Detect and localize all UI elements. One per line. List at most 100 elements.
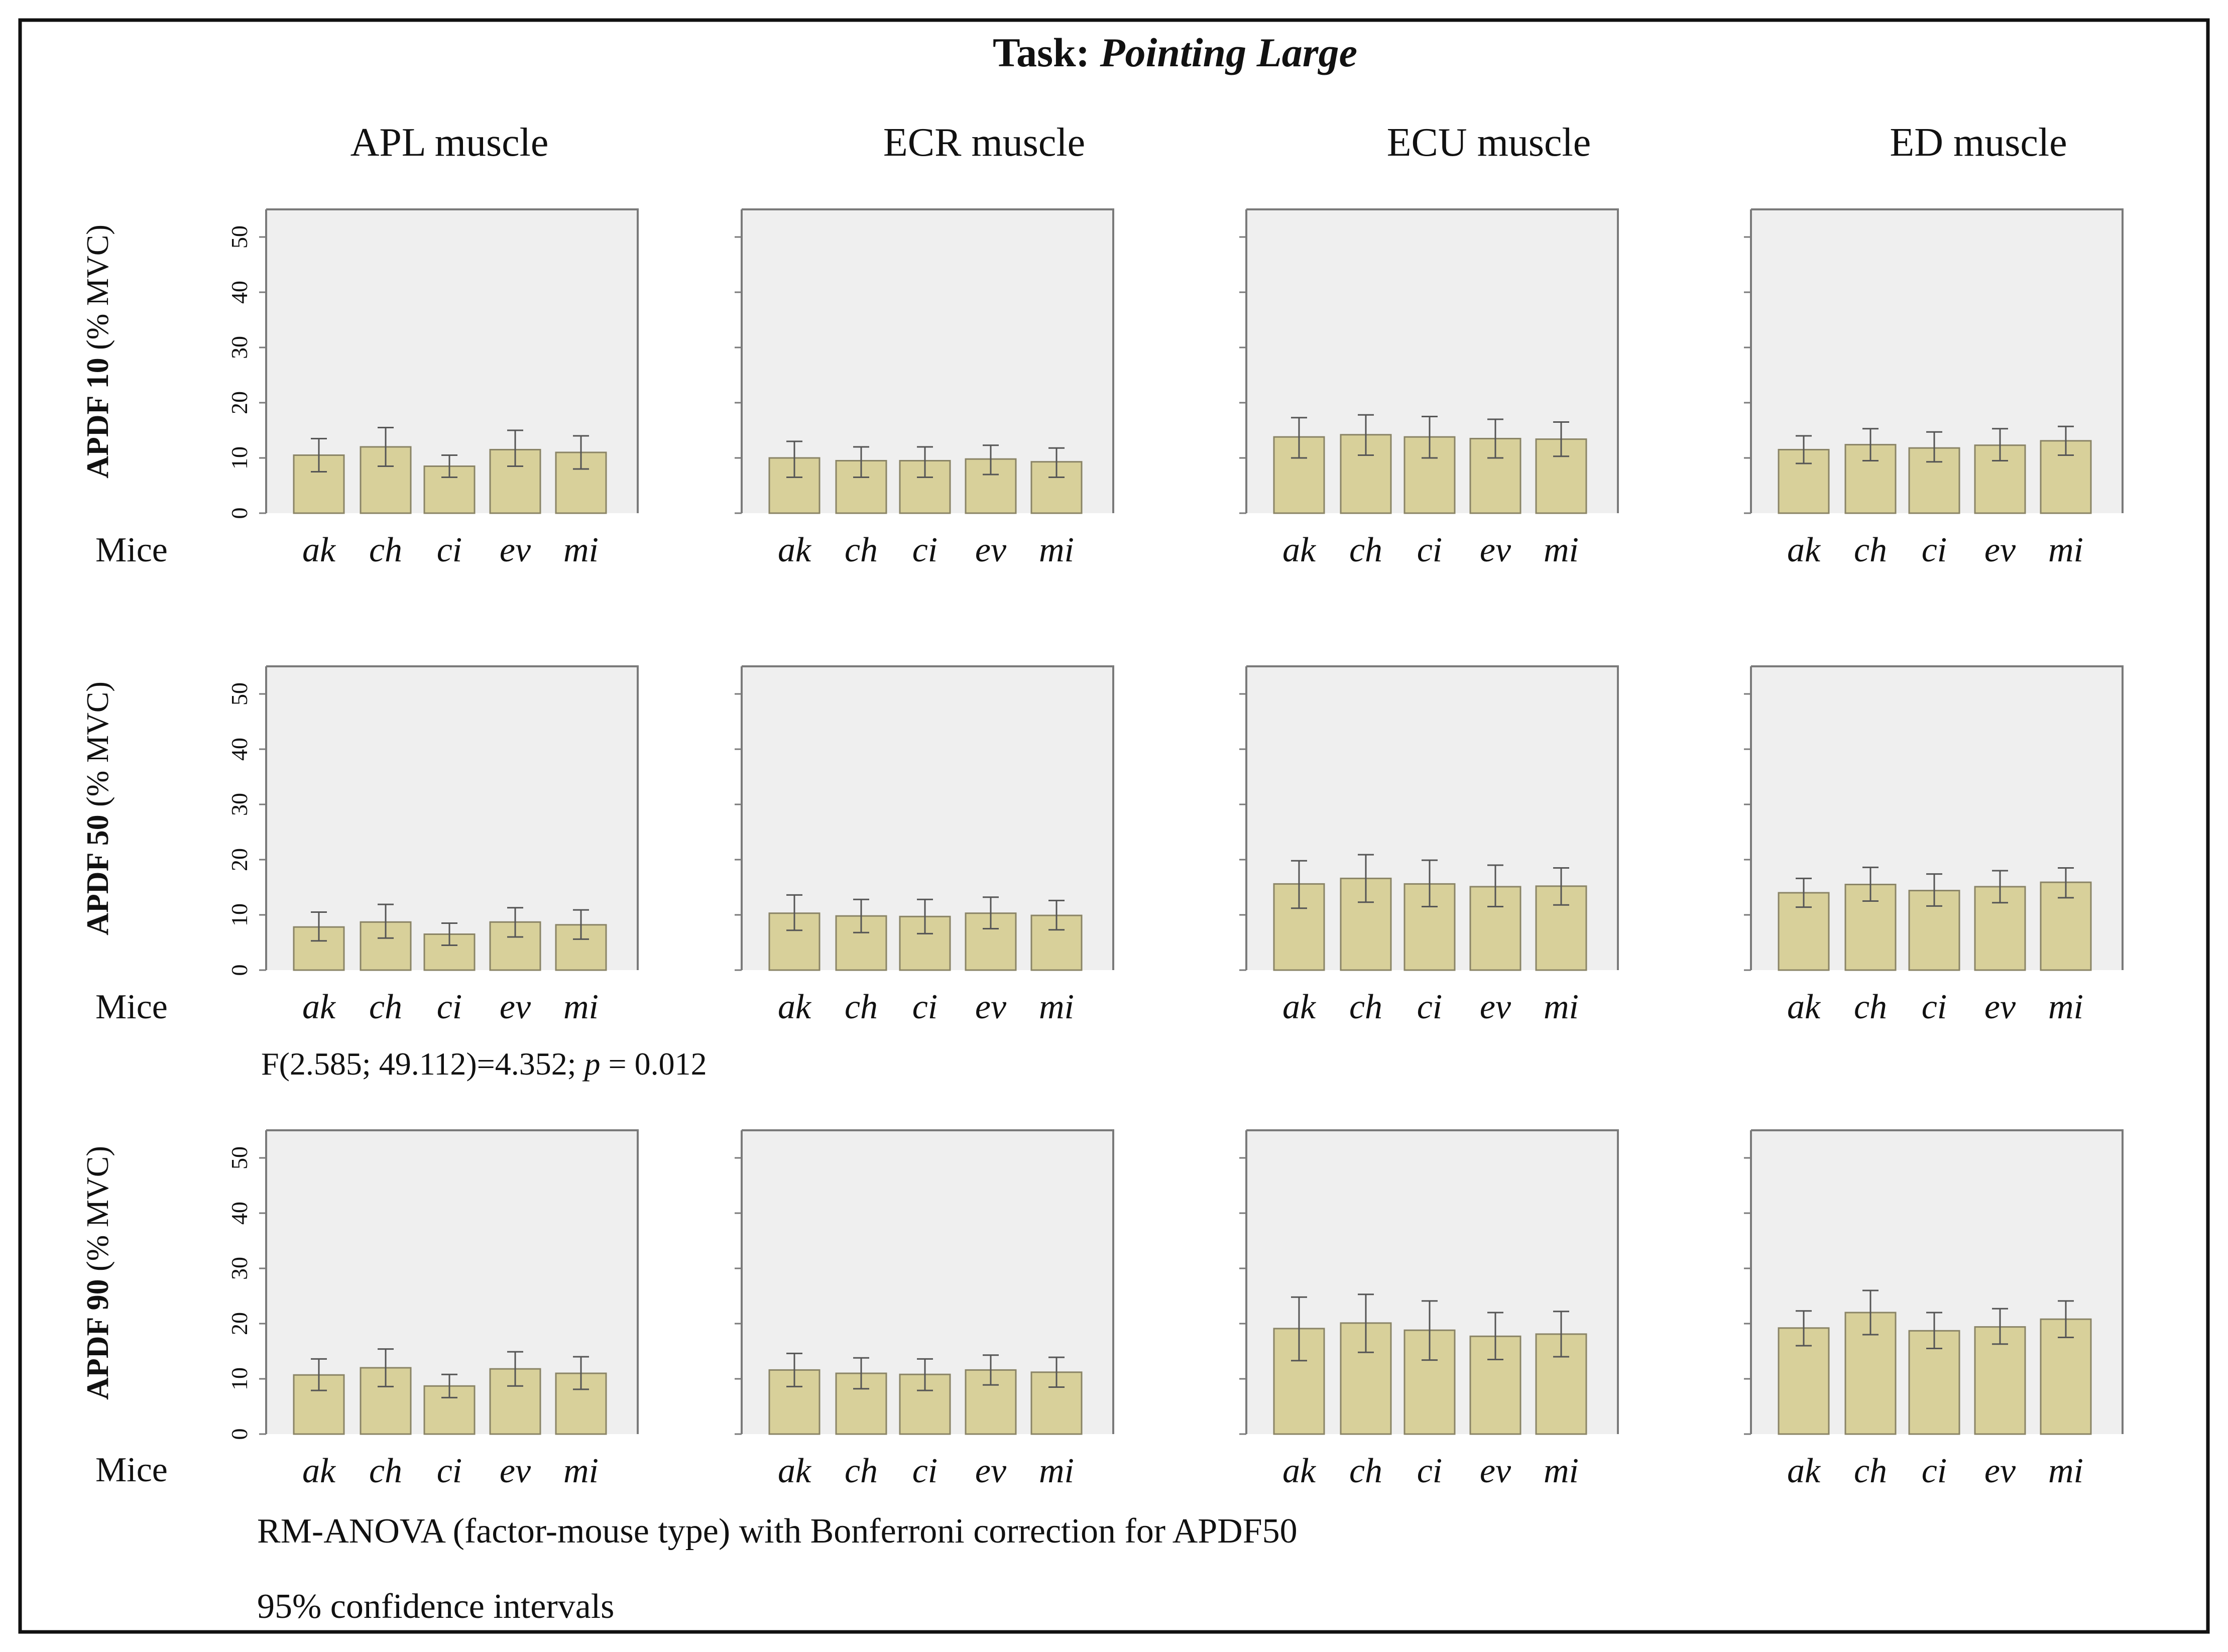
figure-title: Task: Pointing Large: [993, 30, 1357, 75]
x-tick-label-ev: ev: [975, 988, 1007, 1026]
x-tick-label-mi: mi: [2048, 988, 2083, 1026]
y-tick-label: 50: [226, 225, 252, 249]
row-title-apdf10: APDF 10 (% MVC): [81, 224, 115, 479]
panel-border: [742, 665, 1114, 970]
row-title-apdf50-bold: APDF 50: [81, 814, 115, 935]
y-tick-label: 10: [226, 446, 252, 469]
x-tick-label-ci: ci: [437, 1452, 462, 1490]
x-tick-label-ev: ev: [975, 531, 1007, 569]
x-tick-label-ci: ci: [1922, 531, 1947, 569]
x-tick-label-ci: ci: [1922, 1452, 1947, 1490]
figure-title-prefix: Task:: [993, 30, 1100, 75]
y-tick-label: 30: [226, 1257, 252, 1280]
x-tick-label-ak: ak: [778, 988, 812, 1026]
x-tick-label-ci: ci: [1417, 531, 1443, 569]
x-tick-label-mi: mi: [1544, 1452, 1579, 1490]
panel-r1-apl: 0 10 20 30 40 50 ak ch ci ev mi: [226, 208, 639, 569]
y-tick-label: 30: [226, 336, 252, 359]
panel-border: [1751, 208, 2124, 513]
x-tick-label-ci: ci: [1922, 988, 1947, 1026]
row-title-apdf50-unit: (% MVC): [81, 681, 115, 814]
panel-border: [266, 665, 639, 970]
panel-r1-ed: ak ch ci ev mi: [1744, 208, 2124, 569]
y-tick-label: 50: [226, 1146, 252, 1169]
panel-border: [742, 1129, 1114, 1434]
x-tick-label-ak: ak: [302, 988, 336, 1026]
panel-r3-apl: 0 10 20 30 40 50 ak ch ci ev mi: [226, 1129, 639, 1490]
x-tick-label-ak: ak: [1282, 988, 1317, 1026]
x-tick-label-ch: ch: [845, 1452, 878, 1490]
x-tick-label-ch: ch: [369, 1452, 402, 1490]
panel-r1-ecu: ak ch ci ev mi: [1239, 208, 1619, 569]
panel-border: [1751, 1129, 2124, 1434]
x-tick-label-ci: ci: [912, 531, 938, 569]
x-tick-label-mi: mi: [1544, 988, 1579, 1026]
panel-border: [266, 208, 639, 513]
panel-border: [1246, 1129, 1619, 1434]
x-tick-label-ak: ak: [1787, 531, 1821, 569]
x-tick-label-mi: mi: [563, 988, 599, 1026]
x-tick-label-ci: ci: [1417, 1452, 1443, 1490]
x-tick-label-ev: ev: [500, 531, 531, 569]
x-tick-label-ak: ak: [1787, 1452, 1821, 1490]
x-tick-label-ev: ev: [1480, 988, 1511, 1026]
bar-ak: [1778, 449, 1830, 514]
row-title-apdf10-bold: APDF 10: [81, 358, 115, 479]
panel-border: [1751, 665, 2124, 970]
figure-title-italic: Pointing Large: [1099, 30, 1357, 75]
x-tick-label-ch: ch: [369, 988, 402, 1026]
y-tick-label: 30: [226, 793, 252, 816]
x-tick-label-ch: ch: [1854, 531, 1887, 569]
bar-ci: [1403, 1329, 1456, 1435]
x-axis-title-row3: Mice: [95, 1451, 168, 1489]
x-tick-label-ev: ev: [1480, 531, 1511, 569]
column-title-ecr: ECR muscle: [883, 121, 1085, 165]
significance-p: p: [582, 1046, 601, 1082]
x-tick-label-mi: mi: [563, 1452, 599, 1490]
x-tick-label-mi: mi: [1039, 988, 1074, 1026]
row-title-apdf10-unit: (% MVC): [81, 224, 115, 358]
row-title-apdf90: APDF 90 (% MVC): [81, 1146, 115, 1400]
column-title-apl: APL muscle: [350, 121, 549, 165]
y-tick-label: 40: [226, 1202, 252, 1225]
bar-ak: [293, 926, 345, 971]
panel-border: [742, 208, 1114, 513]
x-tick-label-ak: ak: [1787, 988, 1821, 1026]
column-title-ed: ED muscle: [1890, 121, 2067, 165]
x-tick-label-ev: ev: [975, 1452, 1007, 1490]
bar-mi: [2040, 1318, 2092, 1435]
panel-r2-ecr: ak ch ci ev mi: [735, 665, 1114, 1026]
x-tick-label-ci: ci: [437, 531, 462, 569]
x-tick-label-ak: ak: [778, 1452, 812, 1490]
x-tick-label-ci: ci: [912, 988, 938, 1026]
x-tick-label-ev: ev: [1480, 1452, 1511, 1490]
x-tick-label-mi: mi: [1039, 531, 1074, 569]
y-tick-label: 20: [226, 848, 252, 871]
x-axis-title-row2: Mice: [95, 988, 168, 1026]
footnote-ci: 95% confidence intervals: [257, 1587, 614, 1626]
row-title-apdf90-unit: (% MVC): [81, 1146, 115, 1279]
x-tick-label-ch: ch: [845, 531, 878, 569]
y-tick-label: 20: [226, 1312, 252, 1335]
x-tick-label-ch: ch: [1854, 1452, 1887, 1490]
x-tick-label-mi: mi: [2048, 531, 2083, 569]
x-tick-label-ch: ch: [845, 988, 878, 1026]
panel-border: [1246, 208, 1619, 513]
significance-stat: F(2.585; 49.112)=4.352;: [261, 1046, 584, 1082]
x-tick-label-ev: ev: [500, 988, 531, 1026]
x-tick-label-mi: mi: [1039, 1452, 1074, 1490]
x-tick-label-ch: ch: [369, 531, 402, 569]
x-tick-label-mi: mi: [1544, 531, 1579, 569]
x-tick-label-ev: ev: [1984, 1452, 2016, 1490]
y-tick-label: 40: [226, 738, 252, 761]
column-title-ecu: ECU muscle: [1387, 121, 1591, 165]
x-tick-label-ch: ch: [1349, 1452, 1382, 1490]
x-tick-label-ak: ak: [1282, 1452, 1317, 1490]
y-tick-label: 20: [226, 391, 252, 414]
panel-border: [1246, 665, 1619, 970]
x-tick-label-ev: ev: [1984, 531, 2016, 569]
y-tick-label: 50: [226, 682, 252, 705]
panel-r3-ed: ak ch ci ev mi: [1744, 1129, 2124, 1490]
panel-r3-ecu: ak ch ci ev mi: [1239, 1129, 1619, 1490]
